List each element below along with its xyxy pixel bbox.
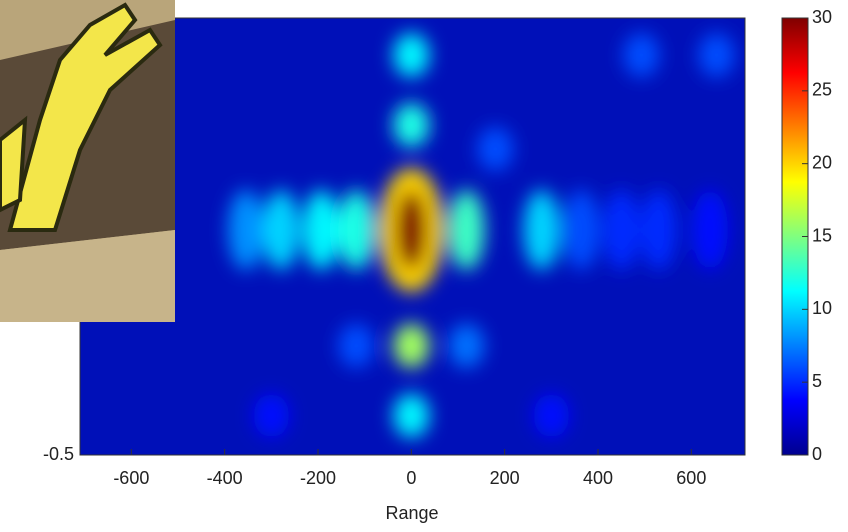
heat-blob [523,189,560,270]
heat-blob [448,189,485,270]
heat-blob [395,189,428,270]
meme-overlay [0,0,175,322]
x-tick-label: 600 [676,468,706,488]
heat-blob [303,189,340,270]
heat-blob [603,189,640,270]
heat-blob [448,323,485,368]
x-tick-label: -600 [113,468,149,488]
x-tick-label: -400 [207,468,243,488]
colorbar-tick-label: 0 [812,444,822,464]
heat-blob [253,393,290,438]
heat-blob [263,189,300,270]
x-tick-label: 0 [406,468,416,488]
x-axis-label: Range [385,503,438,523]
heat-blob [533,393,570,438]
heat-blob [228,189,265,270]
heat-blob [338,189,375,270]
heat-blob [393,33,430,78]
heat-blob [477,127,514,172]
heat-blob [563,189,600,270]
colorbar-tick-label: 25 [812,80,832,100]
x-tick-label: -200 [300,468,336,488]
heat-blob [393,103,430,148]
colorbar-tick-label: 30 [812,7,832,27]
heat-blob [640,189,677,270]
colorbar-tick-label: 5 [812,371,822,391]
heat-blob [692,189,728,270]
heat-blob [393,323,430,368]
y-tick-label: -0.5 [43,444,74,464]
heat-blob [698,33,735,78]
x-tick-label: 200 [490,468,520,488]
x-tick-label: 400 [583,468,613,488]
colorbar-tick-label: 15 [812,225,832,245]
colorbar-tick-label: 10 [812,298,832,318]
heat-blob [623,33,660,78]
heat-blob [338,323,375,368]
heatmap [228,33,735,438]
heat-blob [393,393,430,438]
colorbar-tick-label: 20 [812,152,832,172]
